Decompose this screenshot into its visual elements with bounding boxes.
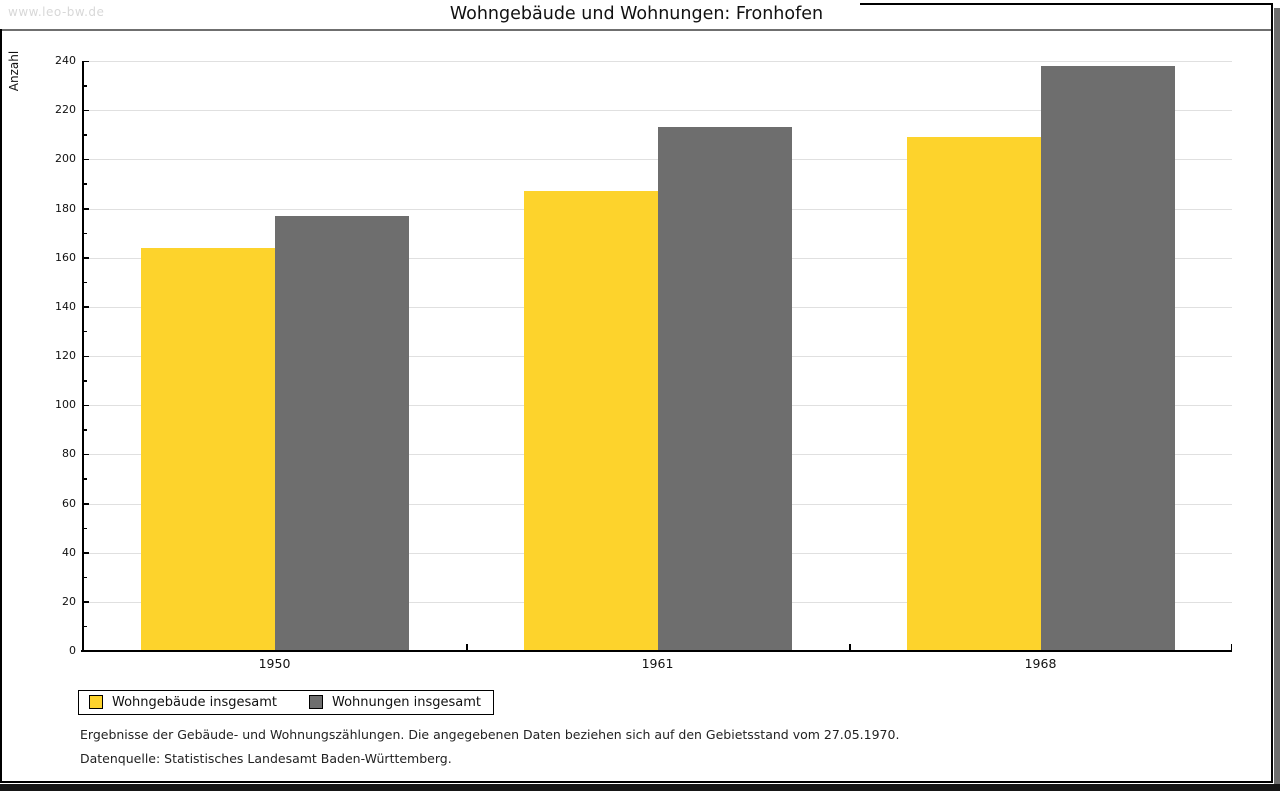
y-axis-tick xyxy=(83,85,87,87)
bar-1968-wohngebaeude xyxy=(906,137,1041,651)
window-border-bottom xyxy=(0,781,1273,783)
y-axis-tick xyxy=(83,134,87,136)
y-tick-label: 220 xyxy=(55,103,76,117)
watermark: www.leo-bw.de xyxy=(8,5,105,19)
y-axis-tick xyxy=(83,306,89,308)
scrollbar-strip[interactable] xyxy=(1274,8,1280,784)
y-tick-label: 140 xyxy=(55,299,76,313)
legend-swatch xyxy=(89,695,103,709)
y-tick-label: 40 xyxy=(62,545,76,559)
y-axis-tick xyxy=(83,232,87,235)
footnote-source-note: Ergebnisse der Gebäude- und Wohnungszähl… xyxy=(80,727,900,742)
x-axis-tick xyxy=(849,644,851,651)
y-axis-tick xyxy=(83,60,89,62)
y-axis-tick xyxy=(83,380,87,382)
bar-1961-wohngebaeude xyxy=(523,191,658,651)
y-axis-tick xyxy=(83,429,87,431)
y-tick-label: 200 xyxy=(55,152,76,166)
legend: Wohngebäude insgesamt Wohnungen insgesamt xyxy=(78,690,494,715)
y-tick-label: 20 xyxy=(62,594,76,608)
y-axis-tick xyxy=(83,355,89,357)
legend-label: Wohngebäude insgesamt xyxy=(112,694,277,710)
bar-1961-wohnungen xyxy=(657,127,792,651)
y-axis-tick xyxy=(83,281,87,284)
y-axis-tick xyxy=(83,183,87,185)
window-border-left xyxy=(0,29,2,783)
y-axis-tick xyxy=(83,109,89,112)
window-edge-bottom xyxy=(0,784,1280,791)
window-border-top xyxy=(860,3,1273,5)
x-axis-tick xyxy=(466,644,468,651)
y-axis-tick xyxy=(83,527,87,530)
plot-area xyxy=(81,60,1232,652)
gridline xyxy=(83,110,1232,112)
y-axis-tick xyxy=(83,208,89,210)
legend-item: Wohngebäude insgesamt xyxy=(89,695,277,710)
y-axis-tick xyxy=(83,158,89,161)
x-tick-label: 1968 xyxy=(1024,656,1057,671)
y-axis-tick xyxy=(83,453,89,456)
y-tick-label: 100 xyxy=(55,398,76,412)
x-axis-line xyxy=(81,650,1232,652)
bar-1950-wohnungen xyxy=(274,215,409,651)
y-axis-tick xyxy=(83,330,87,333)
y-axis-tick xyxy=(83,478,87,480)
y-axis-tick xyxy=(83,503,89,505)
top-divider-line xyxy=(0,29,1273,31)
y-tick-label: 120 xyxy=(55,349,76,362)
x-tick-label: 1950 xyxy=(258,656,291,671)
y-tick-label: 160 xyxy=(55,250,76,264)
y-tick-label: 60 xyxy=(62,496,76,510)
y-axis-tick xyxy=(83,552,89,554)
y-axis-tick xyxy=(83,625,87,628)
footnote-data-source: Datenquelle: Statistisches Landesamt Bad… xyxy=(80,751,452,766)
y-axis-title: Anzahl xyxy=(7,50,21,92)
y-tick-label: 240 xyxy=(55,54,76,67)
gridline xyxy=(83,61,1232,62)
y-axis-tick xyxy=(83,576,87,579)
legend-label: Wohnungen insgesamt xyxy=(332,694,481,710)
y-tick-label: 0 xyxy=(69,644,76,657)
y-axis-tick xyxy=(83,257,89,259)
legend-item: Wohnungen insgesamt xyxy=(309,695,481,710)
y-axis-tick xyxy=(83,404,89,407)
window-border-right xyxy=(1271,3,1273,783)
x-axis-end-tick xyxy=(1230,644,1232,651)
x-tick-label: 1961 xyxy=(641,656,674,671)
legend-swatch xyxy=(309,695,323,709)
bar-1968-wohnungen xyxy=(1040,65,1175,651)
y-axis-tick xyxy=(83,650,89,652)
y-axis-tick xyxy=(83,601,89,603)
y-tick-label: 80 xyxy=(62,447,76,461)
y-tick-label: 180 xyxy=(55,201,76,215)
chart-title: Wohngebäude und Wohnungen: Fronhofen xyxy=(449,4,824,24)
bar-1950-wohngebaeude xyxy=(140,247,275,651)
